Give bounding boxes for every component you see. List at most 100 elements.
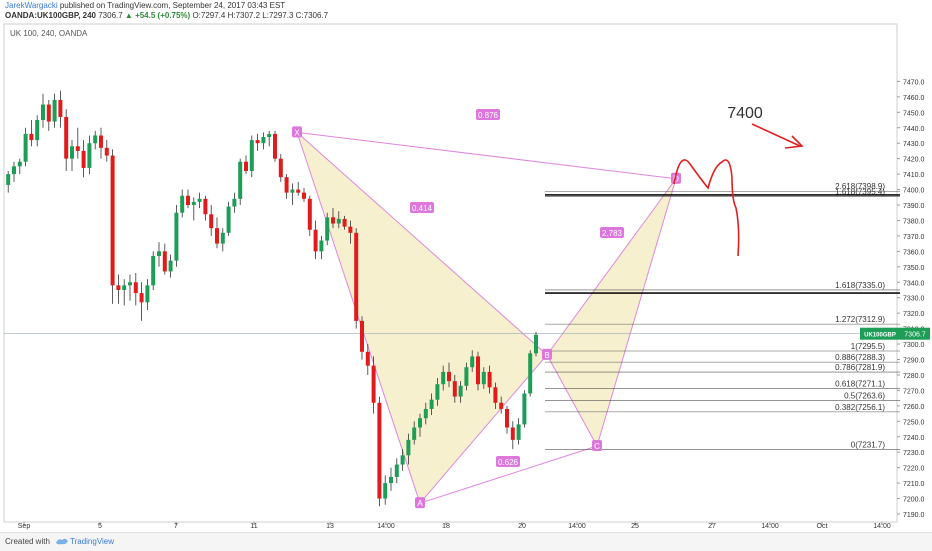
candle-body <box>394 464 399 477</box>
candle <box>296 181 301 196</box>
pattern-leg <box>296 132 421 504</box>
candle <box>476 351 480 391</box>
y-tick-label: 7190.0 <box>903 512 925 519</box>
candle-body <box>162 251 167 272</box>
y-tick-label: 7460.0 <box>903 95 925 102</box>
candle-body <box>93 135 98 144</box>
candle <box>46 99 51 131</box>
candle <box>226 201 231 236</box>
pattern-point-label: B <box>544 351 549 360</box>
pattern-point-marker <box>542 348 552 360</box>
fib-level-label: 0.786(7281.9) <box>835 363 885 372</box>
x-tick-label: 13 <box>326 523 334 530</box>
candle <box>406 433 411 465</box>
pattern-point-label: D <box>673 175 679 184</box>
y-tick-label: 7380.0 <box>903 218 925 225</box>
tradingview-link[interactable]: TradingView <box>70 537 115 546</box>
fib-level-label: 2.618(7398.9) <box>835 182 885 191</box>
candle <box>458 381 463 403</box>
candle <box>41 93 45 128</box>
candle <box>244 155 248 175</box>
candle-body <box>441 371 446 385</box>
candle-body <box>470 356 475 368</box>
y-tick-label: 7430.0 <box>903 141 925 148</box>
pattern-point-marker <box>292 126 302 138</box>
candle <box>447 362 451 388</box>
candle-body <box>191 201 196 205</box>
candle-body <box>302 192 306 199</box>
last-price-tag-symbol: UK100GBP <box>864 333 896 339</box>
candle <box>423 402 428 425</box>
candle-body <box>429 399 434 409</box>
candle-body <box>360 320 364 352</box>
candle-body <box>423 408 428 419</box>
candle-body <box>284 177 289 193</box>
ratio-label-bg <box>476 109 500 120</box>
candle <box>110 149 115 304</box>
candle <box>325 212 330 246</box>
y-tick-label: 7240.0 <box>903 435 925 442</box>
pattern-bcd-fill <box>547 178 676 447</box>
fib-level-label: 1.618(7395.4) <box>835 188 885 197</box>
candle <box>191 197 196 221</box>
candle-body <box>406 439 411 456</box>
y-tick-label: 7220.0 <box>903 466 925 473</box>
candle-body <box>174 212 179 261</box>
pattern-point-marker <box>592 440 602 452</box>
candle-body <box>58 99 63 117</box>
ratio-label: 2.783 <box>602 229 623 238</box>
candle-body <box>383 483 388 499</box>
candle-body <box>389 476 393 484</box>
candle <box>302 188 306 202</box>
candle-body <box>435 384 440 400</box>
candle <box>186 189 190 209</box>
candle-body <box>371 365 376 403</box>
candle <box>429 393 434 416</box>
candle-body <box>505 408 509 428</box>
candle <box>35 115 40 147</box>
chart-title: UK 100, 240, OANDA <box>10 29 88 38</box>
candle <box>29 120 34 147</box>
y-tick-label: 7420.0 <box>903 157 925 164</box>
candle-body <box>365 351 370 366</box>
pattern-point-label: A <box>417 499 423 508</box>
y-tick-label: 7370.0 <box>903 234 925 241</box>
candle <box>64 109 69 172</box>
symbol-label: OANDA:UK100GBP, 240 <box>5 11 96 20</box>
candle <box>162 243 167 275</box>
candle <box>522 390 527 428</box>
pattern-leg <box>419 445 598 504</box>
candle <box>99 127 103 159</box>
price-change: ▲ +54.5 (+0.75%) <box>124 11 191 20</box>
candle <box>383 475 388 505</box>
candle <box>348 220 353 244</box>
candle-body <box>249 140 254 172</box>
candle <box>203 195 208 221</box>
candle <box>365 344 370 375</box>
candle <box>238 158 243 205</box>
ratio-label-bg <box>600 227 624 238</box>
candle-body <box>336 218 341 224</box>
tradingview-logo-icon <box>55 536 69 548</box>
annotation-7400: 7400 <box>727 105 763 122</box>
x-tick-label: Oct <box>817 523 828 530</box>
candle <box>209 205 214 236</box>
author-link[interactable]: JarekWargacki <box>5 1 58 10</box>
x-tick-label: 11 <box>250 523 257 530</box>
price-chart[interactable]: UK 100, 240, OANDA 7190.0 7200.0 7210.0 7220… <box>0 22 932 532</box>
y-tick-label: 7340.0 <box>903 280 925 287</box>
candle-body <box>290 189 295 193</box>
candle-body <box>139 293 144 303</box>
candle-body <box>267 133 272 138</box>
x-tick-label: 14:00 <box>377 523 395 530</box>
candle <box>104 140 109 162</box>
pattern-point-label: C <box>594 442 600 451</box>
candle-body <box>418 418 422 428</box>
candle-body <box>412 427 417 440</box>
candle-body <box>35 120 40 141</box>
pattern-leg <box>419 354 548 504</box>
candle-body <box>87 143 92 168</box>
candle-body <box>255 140 260 144</box>
candle <box>534 331 538 357</box>
y-tick-label: 7300.0 <box>903 342 925 349</box>
